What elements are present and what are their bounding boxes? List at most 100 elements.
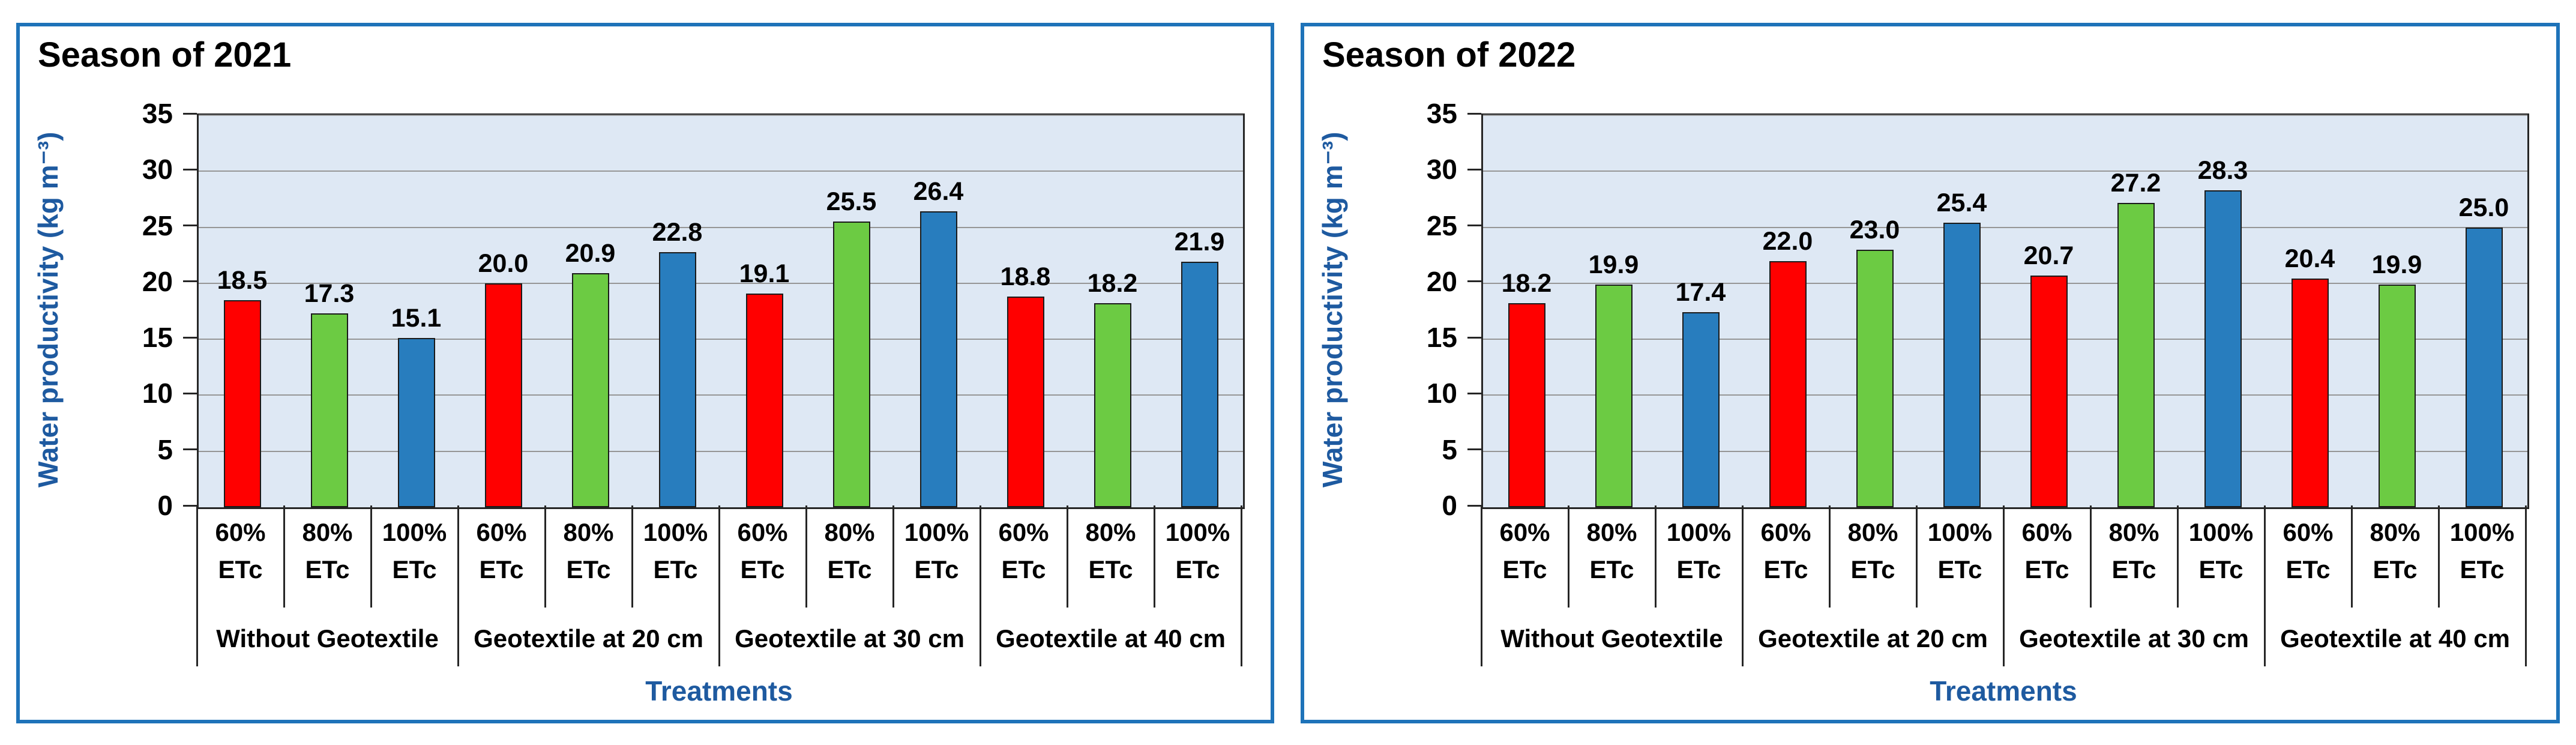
bar-value-label: 21.9 (1174, 228, 1225, 256)
bar-80-etc (310, 313, 348, 507)
bar-60-etc (2030, 276, 2068, 507)
bar-80-etc (1595, 285, 1633, 507)
y-tick-label: 35 (142, 98, 173, 129)
x-tick-label: 60% ETc (998, 518, 1049, 584)
x-tick-label: 60% ETc (215, 518, 266, 584)
bar-100-etc (1682, 312, 1720, 507)
group-label: Geotextile at 40 cm (2280, 624, 2510, 653)
plot-area: 18.5 17.3 15.1 20.0 20.9 22.8 19.1 25.5 26.4 18.8… (197, 113, 1245, 509)
y-tick-label: 15 (142, 322, 173, 354)
group-label: Without Geotextile (216, 624, 439, 653)
bar-value-label: 20.0 (478, 249, 529, 278)
y-tick-mark (183, 504, 197, 507)
group-separator (2264, 505, 2266, 666)
bar-value-label: 23.0 (1849, 216, 1900, 244)
bar-80-etc (832, 222, 870, 507)
y-tick-mark (183, 112, 197, 115)
bar-80-etc (571, 273, 609, 507)
bar-100-etc (1181, 262, 1218, 507)
gridline (1483, 450, 2527, 452)
tick-separator (1568, 505, 1569, 608)
bar-value-label: 18.8 (1000, 262, 1051, 291)
bar-value-label: 19.1 (739, 259, 790, 288)
bar-60-etc (1769, 261, 1807, 507)
y-tick-mark (1467, 504, 1481, 507)
gridline (1483, 339, 2527, 340)
group-separator (457, 505, 459, 666)
y-tick-mark (183, 448, 197, 451)
bar-value-label: 26.4 (913, 177, 964, 206)
bar-80-etc (1856, 250, 1894, 507)
bar-60-etc (223, 300, 261, 507)
x-tick-label: 100% ETc (382, 518, 447, 584)
x-tick-label: 60% ETc (1760, 518, 1811, 584)
bar-value-label: 28.3 (2197, 156, 2248, 185)
y-tick-label: 35 (1426, 98, 1457, 129)
gridline (1483, 170, 2527, 172)
x-axis-title: Treatments (645, 675, 793, 707)
x-tick-label: 80% ETc (1847, 518, 1898, 584)
group-label: Geotextile at 20 cm (474, 624, 703, 653)
group-label: Geotextile at 20 cm (1758, 624, 1988, 653)
y-axis-title: Water productivity (kg m⁻³) (32, 131, 64, 487)
x-tick-label: 100% ETc (643, 518, 708, 584)
gridline (199, 394, 1243, 396)
gridline (199, 170, 1243, 172)
bar-value-label: 15.1 (391, 304, 442, 333)
y-tick-label: 20 (1426, 265, 1457, 297)
group-separator (980, 505, 981, 666)
tick-separator (544, 505, 546, 608)
bar-value-label: 17.4 (1675, 278, 1726, 307)
x-tick-label: 100% ETc (1927, 518, 1993, 584)
chart-title: Season of 2022 (1322, 35, 1576, 74)
y-tick-label: 0 (157, 490, 173, 521)
y-tick-label: 30 (1426, 154, 1457, 185)
tick-separator (2438, 505, 2440, 608)
bar-value-label: 20.7 (2023, 241, 2074, 270)
tick-separator (2177, 505, 2179, 608)
group-separator (718, 505, 720, 666)
bar-value-label: 18.5 (217, 266, 268, 295)
y-tick-mark (1467, 336, 1481, 339)
tick-separator (892, 505, 894, 608)
bar-60-etc (484, 283, 522, 507)
gridline (199, 115, 1243, 116)
tick-separator (1829, 505, 1831, 608)
bar-value-label: 22.0 (1762, 227, 1813, 256)
bar-value-label: 25.5 (826, 187, 877, 216)
bar-100-etc (2465, 228, 2503, 507)
group-label: Geotextile at 30 cm (735, 624, 964, 653)
tick-separator (1154, 505, 1155, 608)
x-tick-label: 80% ETc (1586, 518, 1637, 584)
tick-separator (370, 505, 372, 608)
x-tick-label: 100% ETc (2449, 518, 2515, 584)
gridline (199, 339, 1243, 340)
tick-separator (1655, 505, 1657, 608)
bar-100-etc (397, 338, 435, 507)
gridline (1483, 226, 2527, 228)
y-tick-mark (1467, 225, 1481, 227)
y-tick-label: 5 (1442, 433, 1457, 465)
y-tick-label: 30 (142, 154, 173, 185)
y-tick-mark (1467, 448, 1481, 451)
x-tick-label: 80% ETc (563, 518, 614, 584)
group-separator (2525, 505, 2527, 666)
x-tick-label: 100% ETc (904, 518, 969, 584)
bar-100-etc (1943, 223, 1981, 507)
bar-value-label: 20.9 (565, 239, 616, 268)
gridline (1483, 394, 2527, 396)
group-separator (1481, 505, 1482, 666)
y-tick-mark (1467, 112, 1481, 115)
bar-100-etc (919, 211, 957, 507)
y-tick-mark (1467, 168, 1481, 170)
gridline (1483, 282, 2527, 284)
x-tick-label: 100% ETc (1165, 518, 1230, 584)
y-tick-mark (1467, 392, 1481, 394)
x-tick-label: 60% ETc (737, 518, 788, 584)
y-tick-label: 5 (157, 433, 173, 465)
tick-separator (805, 505, 807, 608)
bar-100-etc (2204, 190, 2242, 507)
bar-value-label: 18.2 (1501, 269, 1552, 298)
bar-value-label: 22.8 (652, 218, 703, 247)
bar-value-label: 20.4 (2284, 244, 2335, 273)
